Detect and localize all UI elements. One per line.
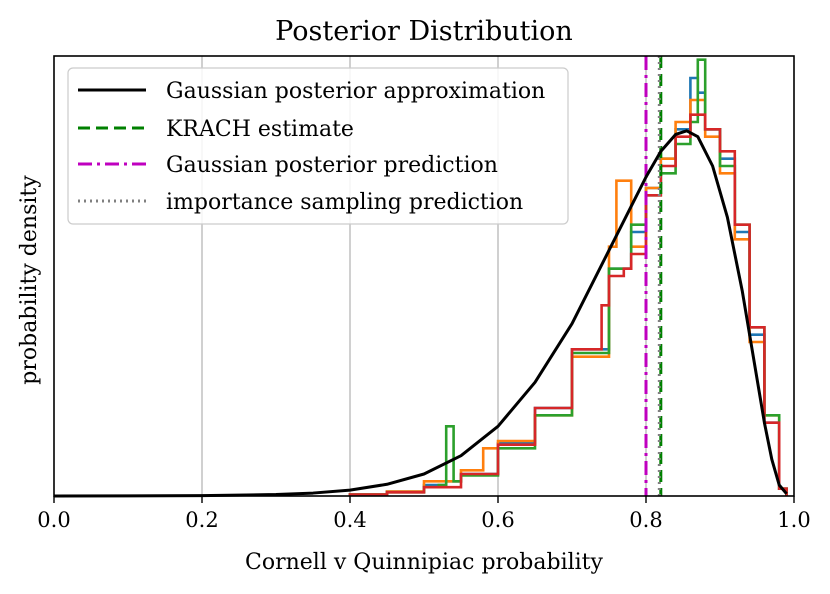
x-axis-label: Cornell v Quinnipiac probability <box>245 550 604 575</box>
legend: Gaussian posterior approximation KRACH e… <box>67 67 569 225</box>
gaussian-curve-line <box>53 129 788 498</box>
x-tick-label: 0.0 <box>37 508 70 532</box>
histogram-step-series-2 <box>348 98 788 496</box>
y-axis-label: probability density <box>17 175 42 385</box>
legend-label-importance-sampling: importance sampling prediction <box>166 190 523 215</box>
legend-label-krach: KRACH estimate <box>166 117 354 142</box>
prediction-lines <box>644 56 663 496</box>
x-tick-label: 0.4 <box>333 508 366 532</box>
x-tick-label: 1.0 <box>777 508 810 532</box>
histogram-series <box>348 58 788 496</box>
x-tick-label: 0.2 <box>185 508 218 532</box>
legend-label-gaussian-prediction: Gaussian posterior prediction <box>166 153 498 178</box>
x-tick-label: 0.8 <box>629 508 662 532</box>
histogram-step-series-4 <box>348 113 788 496</box>
x-axis-ticks: 0.0 0.2 0.4 0.6 0.8 1.0 <box>37 496 811 532</box>
legend-box <box>67 67 569 225</box>
legend-label-gaussian-approx: Gaussian posterior approximation <box>166 79 545 104</box>
chart-title: Posterior Distribution <box>275 16 573 47</box>
gaussian-curve <box>53 129 788 498</box>
x-tick-label: 0.6 <box>481 508 514 532</box>
plot-frame <box>53 55 795 497</box>
